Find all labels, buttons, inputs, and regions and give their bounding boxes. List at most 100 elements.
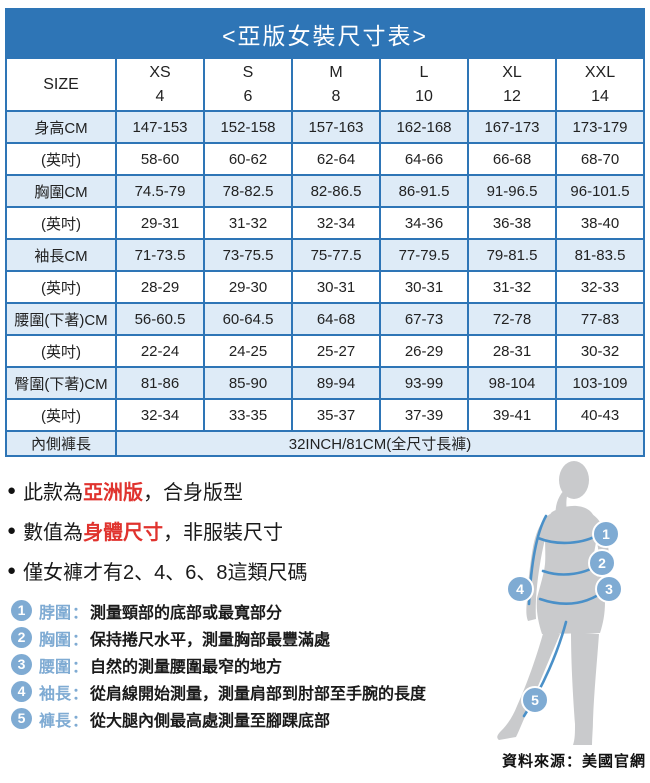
figure-badge-3-number: 3	[605, 581, 613, 597]
guide-chest: 2 胸圍 ： 保持捲尺水平，測量胸部最豐滿處	[11, 624, 531, 651]
table-cell: 31-32	[203, 206, 293, 240]
table-cell: 91-96.5	[467, 174, 557, 208]
column-header-l: L 10	[379, 57, 469, 112]
note-asian-fit: ● 此款為 亞洲版 ，合身版型	[7, 470, 507, 510]
number-2-badge: 2	[11, 627, 32, 648]
note-highlight: 亞洲版	[83, 481, 144, 504]
note-text: ，合身版型	[143, 481, 244, 504]
guide-inseam: 5 褲長 ： 從大腿內側最高處測量至腳踝底部	[11, 705, 531, 732]
table-row-inseam: 內側褲長 32INCH/81CM(全尺寸長褲)	[5, 430, 645, 457]
table-title-row: <亞版女裝尺寸表>	[5, 8, 645, 59]
figure-number-badges: 1 2 3 4 5	[506, 520, 623, 714]
table-cell: 72-78	[467, 302, 557, 336]
guide-colon: ：	[72, 604, 89, 622]
column-number: 4	[155, 87, 165, 105]
table-cell: 24-25	[203, 334, 293, 368]
data-source-note: 資料來源：美國官網	[501, 753, 646, 770]
table-cell: 73-75.5	[203, 238, 293, 272]
guide-text: 從肩線開始測量，測量肩部到肘部至手腕的長度	[90, 685, 427, 703]
table-cell: 22-24	[115, 334, 205, 368]
guide-label: 褲長	[39, 712, 72, 730]
guide-colon: ：	[72, 631, 89, 649]
table-cell: 56-60.5	[115, 302, 205, 336]
table-cell: 30-31	[291, 270, 381, 304]
column-letter: L	[419, 64, 429, 82]
table-cell: 93-99	[379, 366, 469, 400]
table-cell: 32-34	[115, 398, 205, 432]
figure-badge-2-number: 2	[598, 555, 606, 571]
guide-label: 袖長	[39, 685, 72, 703]
table-row-hip-in: (英吋) 32-34 33-35 35-37 37-39 39-41 40-43	[5, 398, 645, 432]
table-cell: 82-86.5	[291, 174, 381, 208]
table-cell: 103-109	[555, 366, 645, 400]
column-number: 10	[415, 87, 433, 105]
table-cell: 28-31	[467, 334, 557, 368]
table-cell: 85-90	[203, 366, 293, 400]
bullet-icon: ●	[7, 521, 17, 539]
table-cell: 86-91.5	[379, 174, 469, 208]
row-label: 袖長CM	[5, 238, 117, 272]
figure-badge-1	[592, 520, 620, 548]
table-cell: 67-73	[379, 302, 469, 336]
table-cell: 162-168	[379, 110, 469, 144]
column-letter: XL	[502, 64, 522, 82]
figure-badge-5	[521, 686, 549, 714]
guide-neck: 1 脖圍 ： 測量頸部的底部或最寬部分	[11, 597, 531, 624]
note-body-measurement: ● 數值為 身體尺寸 ，非服裝尺寸	[7, 510, 507, 550]
row-label: 胸圍CM	[5, 174, 117, 208]
measuring-guide: 1 脖圍 ： 測量頸部的底部或最寬部分 2 胸圍 ： 保持捲尺水平，測量胸部最豐…	[11, 597, 531, 732]
table-cell: 37-39	[379, 398, 469, 432]
table-cell: 74.5-79	[115, 174, 205, 208]
table-cell: 152-158	[203, 110, 293, 144]
right-leg-shape	[571, 632, 599, 745]
column-number: 12	[503, 87, 521, 105]
table-cell: 173-179	[555, 110, 645, 144]
table-cell: 64-68	[291, 302, 381, 336]
guide-text: 從大腿內側最高處測量至腳踝底部	[90, 712, 331, 730]
table-cell: 62-64	[291, 142, 381, 176]
table-cell: 31-32	[467, 270, 557, 304]
guide-label: 腰圍	[39, 658, 72, 676]
row-label: 臀圍(下著)CM	[5, 366, 117, 400]
table-cell: 30-31	[379, 270, 469, 304]
table-cell: 78-82.5	[203, 174, 293, 208]
table-cell: 89-94	[291, 366, 381, 400]
column-letter: M	[329, 64, 343, 82]
figure-badge-4-number: 4	[516, 581, 524, 597]
note-text: ，非服裝尺寸	[163, 521, 284, 544]
note-pants-sizes: ● 僅女褲才有2、4、6、8這類尺碼	[7, 550, 507, 590]
column-letter: XS	[149, 64, 171, 82]
table-cell: 40-43	[555, 398, 645, 432]
figure-badge-3	[595, 575, 623, 603]
guide-colon: ：	[72, 658, 89, 676]
table-cell: 28-29	[115, 270, 205, 304]
table-cell: 60-62	[203, 142, 293, 176]
note-text: 數值為	[23, 521, 84, 544]
table-cell: 77-79.5	[379, 238, 469, 272]
table-cell: 68-70	[555, 142, 645, 176]
measurement-figure: 1 2 3 4 5	[488, 452, 648, 778]
guide-label: 胸圍	[39, 631, 72, 649]
table-cell: 75-77.5	[291, 238, 381, 272]
table-cell: 157-163	[291, 110, 381, 144]
body-silhouette-graphic: 1 2 3 4 5	[497, 461, 623, 745]
bullet-icon: ●	[7, 561, 17, 579]
table-row-hip-cm: 臀圍(下著)CM 81-86 85-90 89-94 93-99 98-104 …	[5, 366, 645, 400]
guide-text: 自然的測量腰圍最窄的地方	[90, 658, 283, 676]
row-label: 腰圍(下著)CM	[5, 302, 117, 336]
table-cell: 81-83.5	[555, 238, 645, 272]
table-row-waist-cm: 腰圍(下著)CM 56-60.5 60-64.5 64-68 67-73 72-…	[5, 302, 645, 336]
table-cell: 29-31	[115, 206, 205, 240]
inseam-value: 32INCH/81CM(全尺寸長褲)	[115, 430, 645, 457]
table-cell: 64-66	[379, 142, 469, 176]
table-cell: 167-173	[467, 110, 557, 144]
bullet-icon: ●	[7, 481, 17, 499]
table-cell: 147-153	[115, 110, 205, 144]
table-cell: 36-38	[467, 206, 557, 240]
note-text: 僅女褲才有2、4、6、8這類尺碼	[23, 561, 308, 584]
table-row-waist-in: (英吋) 22-24 24-25 25-27 26-29 28-31 30-32	[5, 334, 645, 368]
figure-badge-5-number: 5	[531, 692, 539, 708]
